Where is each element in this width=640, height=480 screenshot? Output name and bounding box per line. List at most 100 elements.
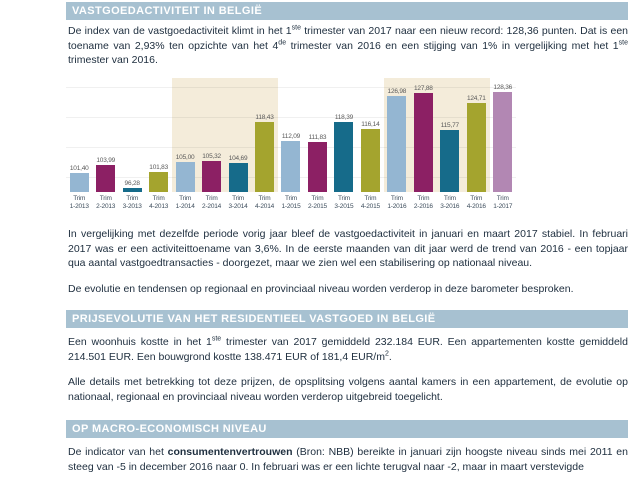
chart-gridline (66, 87, 516, 88)
chart-gridline (66, 117, 516, 118)
x-axis-label-line1: Trim (311, 195, 324, 202)
bar-value-label: 127,88 (414, 85, 433, 93)
x-axis-label: Trim 2-2013 (96, 192, 115, 214)
x-axis-label-line2: 4-2014 (254, 202, 275, 210)
bar-value-label: 115,77 (440, 121, 459, 129)
p4-superscript-2: 2 (384, 350, 389, 358)
x-axis-label: Trim 1-2015 (281, 192, 300, 214)
bar-value-label: 105,00 (175, 154, 195, 161)
chart-bar (360, 128, 380, 192)
chart-bar (122, 188, 142, 192)
x-axis-label-line1: Trim (232, 195, 245, 202)
x-axis-label-line2: 1-2013 (69, 202, 89, 210)
bar-value-label: 105,32 (202, 153, 221, 161)
x-axis-label: Trim 4-2013 (149, 192, 168, 214)
p1-superscript-3: ste (618, 39, 628, 47)
chart-bar-slot: 126,98 Trim 1-2016 (384, 78, 410, 214)
x-axis-label: Trim 1-2017 (493, 192, 512, 214)
x-axis-label-line2: 3-2016 (440, 202, 460, 210)
chart-bar-slot: 116,14 Trim 4-2015 (357, 78, 383, 214)
x-axis-label-line2: 1-2017 (493, 202, 513, 210)
x-axis-label-line2: 4-2013 (149, 202, 169, 210)
chart-bar-slot: 105,32 Trim 2-2014 (198, 78, 224, 214)
x-axis-label-line2: 4-2015 (360, 202, 380, 210)
x-axis-label-line2: 3-2015 (334, 202, 354, 210)
x-axis-label-line1: Trim (364, 195, 377, 202)
x-axis-label-line1: Trim (470, 195, 483, 202)
chart-bar-slot: 128,36 Trim 1-2017 (490, 78, 516, 214)
chart-bar (228, 162, 248, 192)
x-axis-label-line2: 2-2016 (413, 202, 433, 210)
x-axis-label: Trim 3-2015 (334, 192, 353, 214)
x-axis-label-line1: Trim (337, 195, 350, 202)
x-axis-label: Trim 3-2014 (229, 192, 248, 214)
x-axis-label: Trim 1-2013 (70, 192, 89, 214)
chart-bar (413, 93, 433, 192)
chart-bar (493, 91, 513, 192)
x-axis-label-line1: Trim (496, 195, 509, 202)
x-axis-label-line1: Trim (73, 195, 86, 202)
chart-bar-slot: 124,71 Trim 4-2016 (463, 78, 489, 214)
chart-bar (334, 121, 354, 192)
p6-text-pre: De indicator van het (68, 446, 168, 458)
p1-text-2: trimester van 2017 naar een nieuw record… (68, 25, 628, 52)
p1-text-1: De index van de vastgoedactiviteit klimt… (68, 25, 292, 37)
bar-value-label: 118,43 (255, 113, 274, 121)
paragraph-vergelijking-vorig-jaar: In vergelijking met dezelfde periode vor… (68, 228, 628, 270)
x-axis-label-line1: Trim (417, 195, 430, 202)
chart-bar-slot: 101,83 Trim 4-2013 (145, 78, 171, 214)
x-axis-label-line2: 3-2014 (228, 202, 248, 210)
p1-superscript-1: ste (291, 24, 301, 32)
x-axis-label: Trim 4-2014 (255, 192, 274, 214)
x-axis-label: Trim 2-2016 (414, 192, 433, 214)
bar-value-label: 116,14 (361, 120, 380, 128)
chart-bar (149, 171, 169, 192)
chart-bar-slot: 118,43 Trim 4-2014 (251, 78, 277, 214)
p6-bold-term: consumentenvertrouwen (167, 446, 293, 458)
paragraph-index-record: De index van de vastgoedactiviteit klimt… (68, 24, 628, 68)
p4-text-1: Een woonhuis kostte in het 1 (68, 336, 212, 348)
bar-value-label: 118,39 (334, 113, 354, 121)
p1-text-3: trimester van 2016 en een stijging van 1… (286, 39, 619, 52)
bar-value-label: 112,09 (281, 132, 301, 140)
p4-text-3: . (388, 350, 392, 363)
bar-value-label: 96,28 (124, 180, 140, 187)
bar-value-label: 111,83 (308, 133, 327, 141)
chart-bar (307, 141, 327, 192)
x-axis-label-line2: 1-2016 (387, 202, 407, 210)
paragraph-consumentenvertrouwen: De indicator van het consumentenvertrouw… (68, 445, 628, 474)
bar-value-label: 124,71 (466, 94, 486, 102)
x-axis-label-line2: 2-2013 (96, 202, 116, 210)
x-axis-label-line1: Trim (258, 195, 271, 202)
x-axis-label: Trim 2-2014 (202, 192, 221, 214)
x-axis-label-line1: Trim (205, 195, 218, 202)
chart-bar (175, 162, 195, 192)
paragraph-details-prijzen: Alle details met betrekking tot deze pri… (68, 376, 628, 403)
bar-value-label: 128,36 (493, 83, 513, 91)
chart-bar-slot: 105,00 Trim 1-2014 (172, 78, 198, 214)
section-header-prijsevolutie: PRIJSEVOLUTIE VAN HET RESIDENTIEEL VASTG… (66, 310, 628, 328)
x-axis-label-line2: 2-2014 (202, 202, 222, 210)
x-axis-label: Trim 3-2016 (440, 192, 459, 214)
x-axis-label-line2: 1-2015 (281, 202, 301, 210)
p4-superscript-1: ste (211, 335, 222, 343)
x-axis-label: Trim 4-2016 (467, 192, 486, 214)
chart-bar-slot: 96,28 Trim 3-2013 (119, 78, 145, 214)
chart-bar (96, 165, 116, 192)
chart-bar (281, 140, 301, 192)
paragraph-gemiddelde-prijzen: Een woonhuis kostte in het 1ste trimeste… (68, 335, 628, 364)
x-axis-label-line1: Trim (126, 195, 139, 202)
p6-text-post: (Bron: NBB) bereikte in januari zijn hoo… (68, 446, 628, 473)
x-axis-label-line1: Trim (152, 195, 165, 202)
chart-bar (440, 129, 460, 192)
x-axis-label-line1: Trim (390, 195, 403, 202)
section-header-vastgoedactiviteit: VASTGOEDACTIVITEIT IN BELGIË (66, 2, 628, 20)
chart-bar (387, 96, 407, 192)
chart-bar-slot: 112,09 Trim 1-2015 (278, 78, 304, 214)
chart-bar (69, 172, 89, 192)
x-axis-label: Trim 1-2014 (176, 192, 195, 214)
bar-value-label: 104,69 (228, 154, 248, 162)
section-header-macro-economisch: OP MACRO-ECONOMISCH NIVEAU (66, 420, 628, 438)
x-axis-label: Trim 3-2013 (123, 192, 142, 214)
